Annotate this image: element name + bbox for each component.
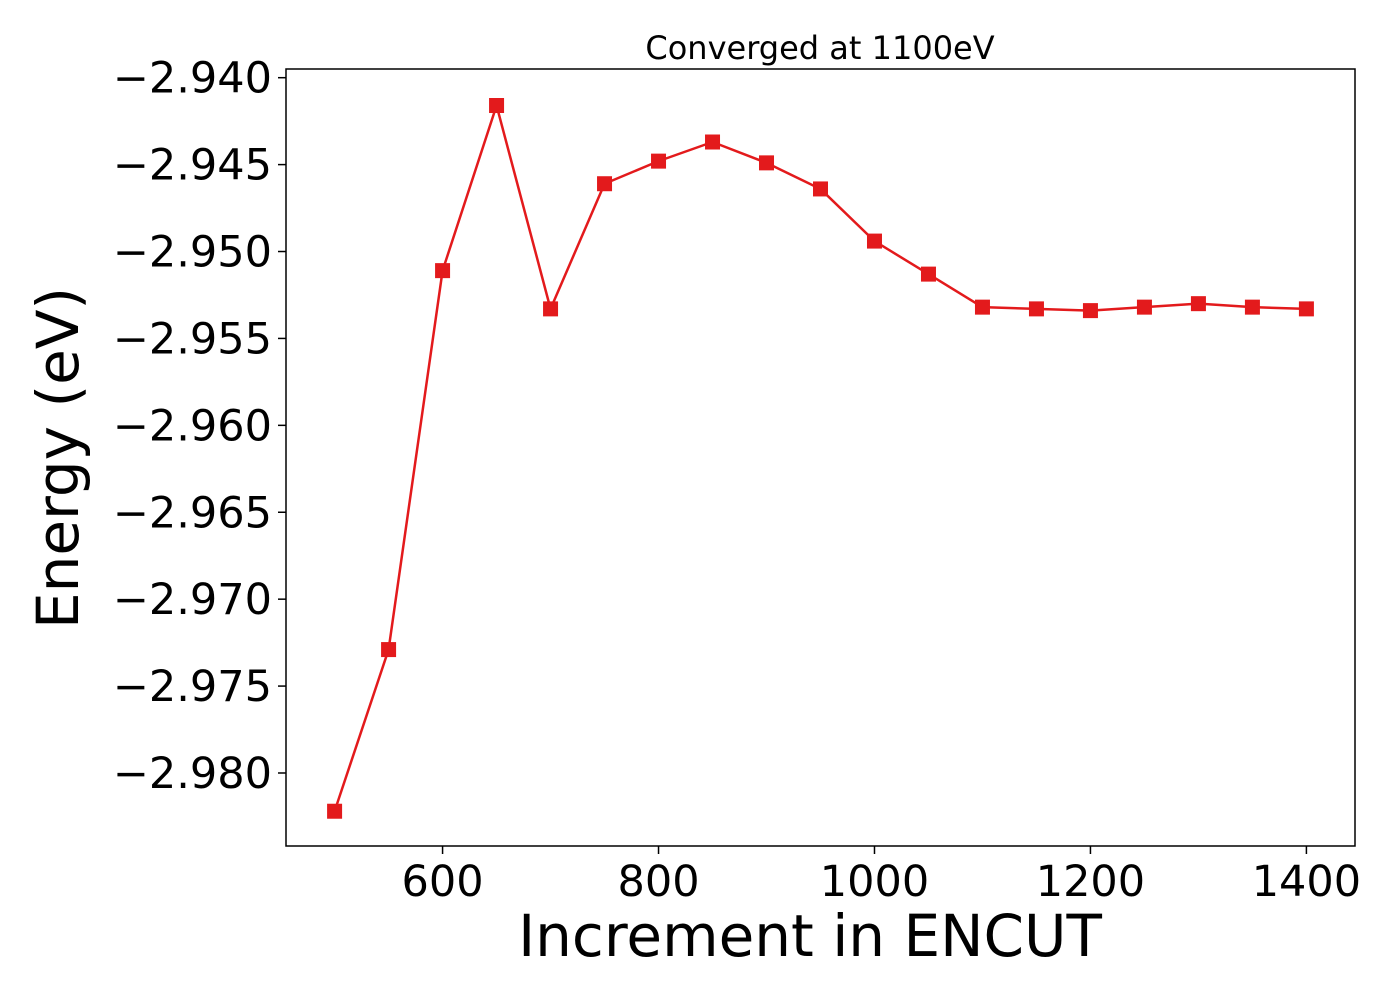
data-point-marker: [435, 263, 451, 279]
x-tick-label: 1400: [1252, 857, 1361, 907]
data-point-marker: [1190, 296, 1206, 312]
data-point-marker: [651, 153, 667, 169]
data-point-marker: [974, 299, 990, 315]
data-point-marker: [1244, 299, 1260, 315]
y-tick-label: −2.950: [113, 228, 272, 278]
data-point-marker: [327, 803, 343, 819]
data-point-marker: [813, 181, 828, 197]
data-point-marker: [759, 155, 775, 171]
data-point-marker: [381, 642, 397, 658]
x-tick-label: 800: [617, 857, 699, 907]
y-tick-label: −2.945: [113, 141, 272, 191]
x-tick-label: 1200: [1036, 857, 1145, 907]
y-tick-label: −2.940: [113, 54, 272, 104]
y-tick-label: −2.955: [113, 314, 272, 364]
chart-title: Converged at 1100eV: [645, 29, 994, 67]
y-tick-label: −2.960: [113, 401, 272, 451]
data-point-marker: [489, 98, 505, 114]
plot-frame: [285, 68, 1356, 847]
data-point-marker: [705, 134, 721, 150]
data-point-marker: [1028, 301, 1044, 317]
x-tick-label: 1000: [820, 857, 929, 907]
y-tick-label: −2.975: [113, 662, 272, 712]
data-point-marker: [920, 266, 936, 282]
data-point-marker: [1136, 299, 1152, 315]
y-tick-label: −2.970: [113, 575, 272, 625]
y-tick-label: −2.965: [113, 488, 272, 538]
x-tick-label: 600: [402, 857, 484, 907]
data-point-marker: [543, 301, 559, 317]
data-point-marker: [597, 176, 613, 192]
y-axis-ticks: −2.940 −2.945 −2.950 −2.955 −2.960 −2.965 −2.9…: [113, 54, 286, 799]
y-tick-label: −2.980: [113, 749, 272, 799]
x-axis-label: Increment in ENCUT: [518, 902, 1102, 970]
x-axis-ticks: 600 800 1000 1200 1400: [402, 846, 1361, 907]
data-point-marker: [1298, 301, 1314, 317]
series-markers: [327, 98, 1314, 819]
data-point-marker: [866, 233, 882, 249]
data-point-marker: [1082, 303, 1098, 319]
y-axis-label: Energy (eV): [24, 287, 92, 629]
series-line: [333, 104, 1307, 812]
